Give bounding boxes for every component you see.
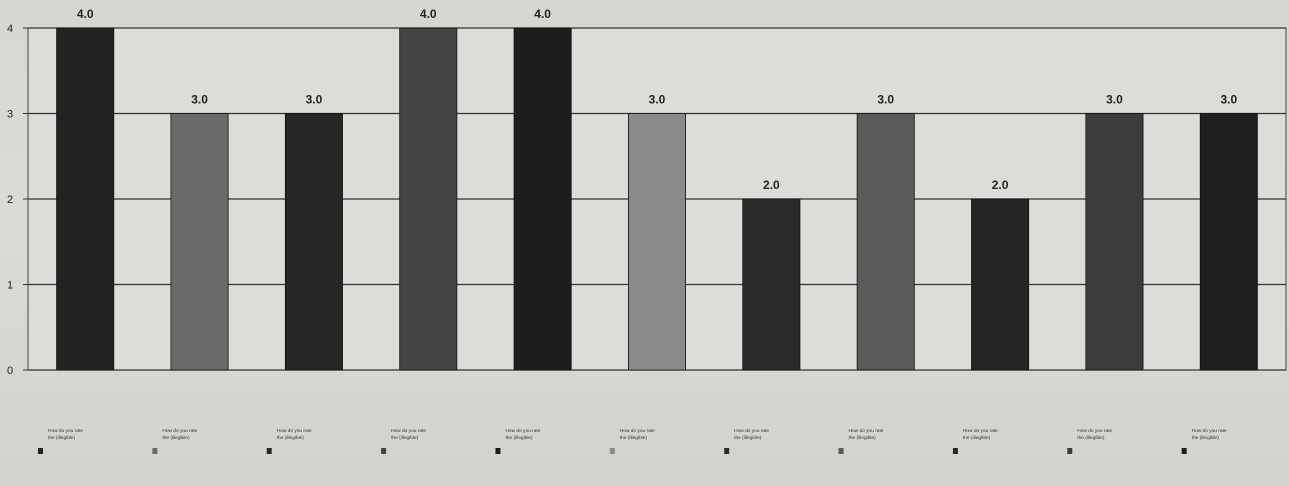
category-label: How do you rate the (illegible) [849, 428, 884, 441]
bar-6 [628, 113, 686, 371]
category-marker [1181, 448, 1187, 454]
category-label: How do you rate the (illegible) [162, 428, 197, 441]
bar-value-label: 3.0 [191, 93, 208, 107]
bar-value-label: 2.0 [763, 178, 780, 192]
y-tick-label: 4 [7, 23, 13, 35]
y-tick-label: 0 [7, 365, 13, 377]
bar-value-label: 2.0 [992, 178, 1009, 192]
category-marker [1067, 448, 1073, 454]
bar-2 [170, 113, 229, 371]
category-label: How do you rate the (illegible) [505, 428, 540, 441]
category-label: How do you rate the (illegible) [734, 428, 769, 441]
category-label: How do you rate the (illegible) [963, 428, 998, 441]
bar-value-label: 4.0 [77, 7, 94, 21]
bar-11 [1199, 113, 1258, 371]
category-marker [724, 448, 730, 454]
bar-value-label: 4.0 [420, 7, 437, 21]
bar-value-label: 3.0 [1220, 93, 1237, 107]
bar-value-labels: 4.0 3.0 3.0 4.0 4.0 3.0 2.0 3.0 2.0 3.0 3.0 [77, 7, 1238, 192]
y-tick-label: 1 [7, 280, 13, 292]
bar-1 [56, 27, 115, 371]
category-label: How do you rate the (illegible) [620, 428, 655, 441]
category-marker [838, 448, 844, 454]
bar-8 [856, 113, 915, 371]
bars [56, 27, 1258, 371]
category-label: How do you rate the (illegible) [1077, 428, 1112, 441]
y-axis-ticks: 0 1 2 3 4 [7, 23, 28, 377]
category-marker [266, 448, 272, 454]
category-label: How do you rate the (illegible) [48, 428, 83, 441]
category-labels: How do you rate the (illegible) How do you… [38, 428, 1227, 454]
bar-7 [742, 198, 801, 371]
y-tick-label: 2 [7, 194, 13, 206]
bar-value-label: 3.0 [306, 93, 323, 107]
category-label: How do you rate the (illegible) [277, 428, 312, 441]
category-marker [952, 448, 958, 454]
bar-value-label: 3.0 [649, 93, 666, 107]
category-marker [609, 448, 615, 454]
y-tick-label: 3 [7, 109, 13, 121]
bar-5 [513, 27, 572, 371]
category-label: How do you rate the (illegible) [391, 428, 426, 441]
bar-4 [399, 27, 458, 371]
bar-3 [284, 113, 343, 371]
category-marker [381, 448, 387, 454]
bar-value-label: 4.0 [534, 7, 551, 21]
bar-value-label: 3.0 [877, 93, 894, 107]
category-marker [152, 448, 158, 454]
category-label: How do you rate the (illegible) [1192, 428, 1227, 441]
bar-10 [1085, 113, 1144, 371]
category-marker [38, 448, 43, 454]
category-marker [495, 448, 501, 454]
bar-value-label: 3.0 [1106, 93, 1123, 107]
bar-9 [971, 198, 1030, 371]
